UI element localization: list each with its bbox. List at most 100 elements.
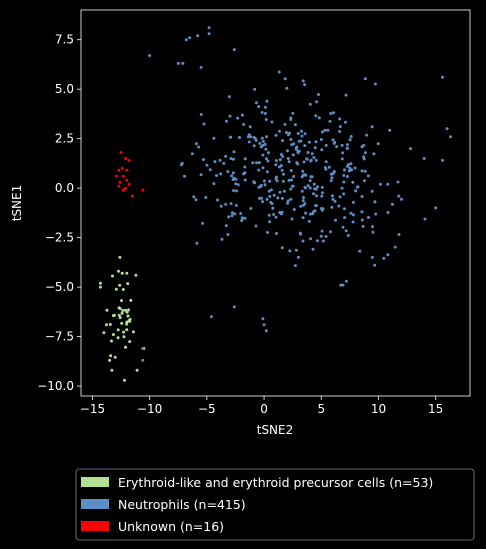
point-neutrophils	[303, 202, 307, 206]
ticks-layer: −15 −10 −5 0 5 10 15 −10.0 −7.5 −5.0 −2.5 0.0 2.5 5.0…	[37, 33, 443, 416]
point-neutrophils	[340, 143, 344, 147]
x-tick-label: 15	[428, 402, 443, 416]
point-neutrophils	[278, 190, 282, 194]
point-erythroidlike	[125, 328, 129, 332]
point-neutrophils	[329, 112, 333, 115]
point-neutrophils	[254, 224, 258, 228]
point-unknown	[131, 194, 134, 198]
point-neutrophils	[370, 189, 374, 193]
point-erythroidlike	[98, 281, 102, 285]
point-neutrophils	[289, 169, 293, 172]
point-neutrophils	[296, 255, 300, 259]
point-neutrophils	[286, 199, 290, 203]
point-neutrophils	[308, 186, 312, 190]
point-neutrophils	[268, 179, 272, 183]
point-neutrophils	[317, 93, 320, 96]
point-neutrophils	[247, 140, 251, 144]
point-neutrophils	[304, 211, 308, 215]
point-neutrophils	[264, 329, 268, 333]
point-neutrophils	[229, 135, 233, 139]
point-neutrophils	[302, 160, 306, 164]
point-neutrophils	[232, 150, 236, 154]
point-unknown	[117, 168, 121, 172]
point-neutrophils	[299, 232, 303, 236]
point-erythroidlike	[127, 308, 131, 312]
legend-frame	[75, 468, 475, 541]
point-neutrophils	[293, 264, 297, 268]
point-neutrophils	[251, 161, 255, 165]
y-tick-label: 5.0	[55, 82, 74, 96]
point-neutrophils	[212, 136, 216, 140]
point-neutrophils	[320, 148, 324, 152]
point-neutrophils	[373, 82, 377, 86]
point-neutrophils	[242, 172, 245, 176]
point-neutrophils	[367, 216, 370, 219]
point-neutrophils	[290, 184, 294, 188]
point-neutrophils	[366, 174, 370, 178]
point-neutrophils	[207, 32, 211, 36]
point-neutrophils	[343, 216, 347, 220]
point-erythroidlike	[111, 274, 114, 278]
point-erythroidlike	[122, 330, 126, 334]
point-neutrophils	[341, 283, 345, 287]
point-erythroidlike	[120, 271, 124, 275]
point-neutrophils	[232, 305, 236, 309]
point-neutrophils	[243, 216, 247, 220]
point-neutrophils	[274, 215, 278, 219]
point-neutrophils	[331, 194, 334, 198]
x-tick-label: 0	[260, 402, 268, 416]
point-neutrophils	[257, 161, 261, 165]
point-neutrophils	[310, 152, 314, 156]
point-neutrophils	[226, 233, 230, 236]
point-neutrophils	[248, 125, 252, 129]
legend-swatch-erythroid	[81, 477, 109, 487]
point-neutrophils	[314, 204, 317, 208]
point-neutrophils	[301, 239, 305, 243]
point-neutrophils	[423, 217, 427, 221]
x-axis-label: tSNE2	[257, 423, 294, 437]
point-neutrophils	[219, 172, 223, 176]
point-neutrophils	[306, 151, 310, 154]
point-neutrophils	[289, 118, 293, 121]
x-tick-label: 10	[371, 402, 386, 416]
point-neutrophils	[212, 182, 216, 186]
point-neutrophils	[268, 195, 272, 198]
point-neutrophils	[272, 213, 276, 216]
point-neutrophils	[396, 180, 400, 184]
point-neutrophils	[236, 183, 240, 187]
point-neutrophils	[220, 237, 224, 241]
point-unknown	[121, 174, 125, 178]
point-neutrophils	[341, 225, 345, 229]
point-neutrophils	[204, 196, 208, 199]
point-neutrophils	[349, 162, 353, 166]
point-neutrophils	[228, 114, 232, 118]
point-neutrophils	[289, 197, 293, 201]
point-erythroidlike	[118, 255, 122, 259]
point-neutrophils	[388, 128, 392, 132]
point-neutrophils	[329, 230, 332, 234]
point-neutrophils	[351, 180, 355, 184]
y-tick-label: −10.0	[37, 379, 74, 393]
point-neutrophils	[300, 189, 304, 193]
y-tick-label: −2.5	[45, 231, 74, 245]
point-neutrophils	[397, 194, 401, 198]
point-neutrophils	[331, 138, 335, 142]
point-neutrophils	[306, 184, 310, 188]
point-neutrophils	[224, 224, 228, 228]
point-neutrophils	[230, 214, 234, 218]
point-neutrophils	[282, 189, 286, 193]
point-neutrophils	[441, 158, 444, 162]
point-neutrophils	[240, 113, 244, 117]
point-neutrophils	[397, 233, 401, 236]
point-erythroidlike	[123, 378, 126, 382]
point-neutrophils	[340, 157, 344, 161]
x-tick-label: −10	[137, 402, 162, 416]
point-neutrophils	[239, 212, 243, 215]
point-neutrophils	[263, 112, 267, 115]
point-neutrophils	[272, 193, 276, 197]
point-neutrophils	[259, 184, 263, 188]
point-neutrophils	[263, 142, 267, 146]
point-neutrophils	[344, 120, 347, 124]
point-neutrophils	[199, 173, 203, 177]
point-neutrophils	[311, 247, 315, 251]
